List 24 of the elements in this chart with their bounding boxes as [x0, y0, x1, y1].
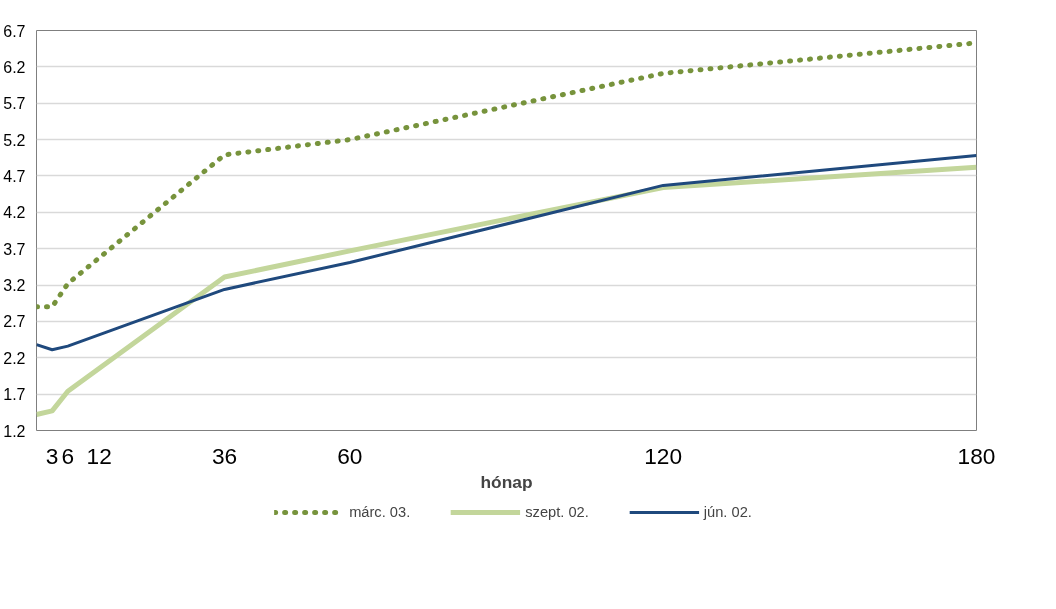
y-tick-label: 2.7 [3, 313, 26, 331]
y-tick-label: 1.2 [3, 422, 26, 440]
y-tick-label: 3.7 [3, 240, 26, 258]
y-tick-label: 6.2 [3, 58, 26, 76]
legend-label: márc. 03. [349, 504, 411, 520]
y-tick-label: 4.2 [3, 204, 26, 222]
y-tick-label: 1.7 [3, 386, 26, 404]
x-tick-label: 120 [644, 442, 683, 469]
x-tick-label: 36 [211, 442, 238, 469]
legend-label: jún. 02. [703, 504, 752, 520]
legend-label: szept. 02. [525, 504, 589, 520]
y-tick-label: 2.2 [3, 349, 26, 367]
line-series [36, 154, 977, 352]
y-tick-label: 5.7 [3, 95, 26, 113]
x-tick-label: 12 [86, 442, 112, 469]
x-tick-label: 3 [45, 442, 59, 469]
y-tick-label: 4.7 [3, 167, 26, 185]
x-tick-label: 6 [61, 442, 75, 469]
y-tick-label: 6.7 [3, 22, 26, 40]
y-tick-label: 5.2 [3, 131, 26, 149]
x-tick-label: 60 [337, 442, 363, 469]
y-tick-label: 3.2 [3, 277, 26, 295]
x-axis-title: hónap [480, 471, 533, 492]
x-tick-label: 180 [957, 442, 996, 469]
